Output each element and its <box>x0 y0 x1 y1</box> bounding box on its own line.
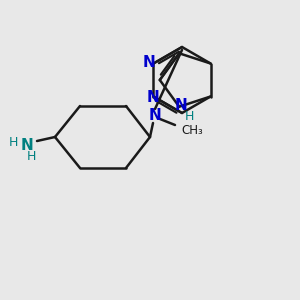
Text: CH₃: CH₃ <box>181 124 203 136</box>
Text: H: H <box>184 110 194 123</box>
Text: N: N <box>143 55 156 70</box>
Text: N: N <box>21 137 33 152</box>
Text: H: H <box>8 136 18 148</box>
Text: N: N <box>148 107 161 122</box>
Text: N: N <box>175 98 188 113</box>
Text: H: H <box>26 151 36 164</box>
Text: N: N <box>147 90 160 105</box>
